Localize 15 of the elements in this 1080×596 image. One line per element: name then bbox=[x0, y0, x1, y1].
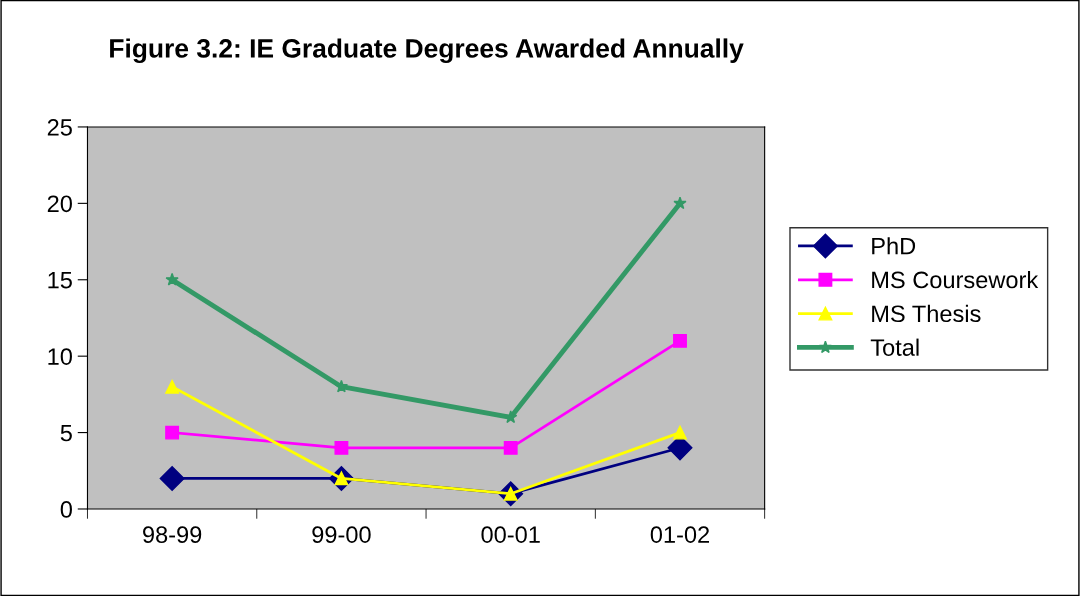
legend-label: Total bbox=[870, 338, 919, 356]
y-tick-label: 20 bbox=[47, 195, 72, 213]
legend-label: MS Thesis bbox=[872, 304, 981, 323]
x-tick-label: 01-02 bbox=[650, 526, 710, 543]
x-tick-label: 00-01 bbox=[481, 526, 540, 543]
legend-label: MS Coursework bbox=[872, 270, 1039, 289]
y-tick-label: 0 bbox=[60, 501, 72, 518]
y-tick-label: 10 bbox=[48, 348, 72, 365]
chart-title: Figure 3.2: IE Graduate Degrees Awarded Annually bbox=[110, 38, 744, 64]
y-tick-label: 25 bbox=[47, 119, 72, 136]
x-tick-label: 99-00 bbox=[312, 526, 371, 543]
y-tick-label: 15 bbox=[48, 272, 72, 289]
legend-label: PhD bbox=[872, 237, 916, 255]
x-tick-label: 98-99 bbox=[143, 526, 202, 543]
y-tick-label: 5 bbox=[60, 424, 72, 442]
